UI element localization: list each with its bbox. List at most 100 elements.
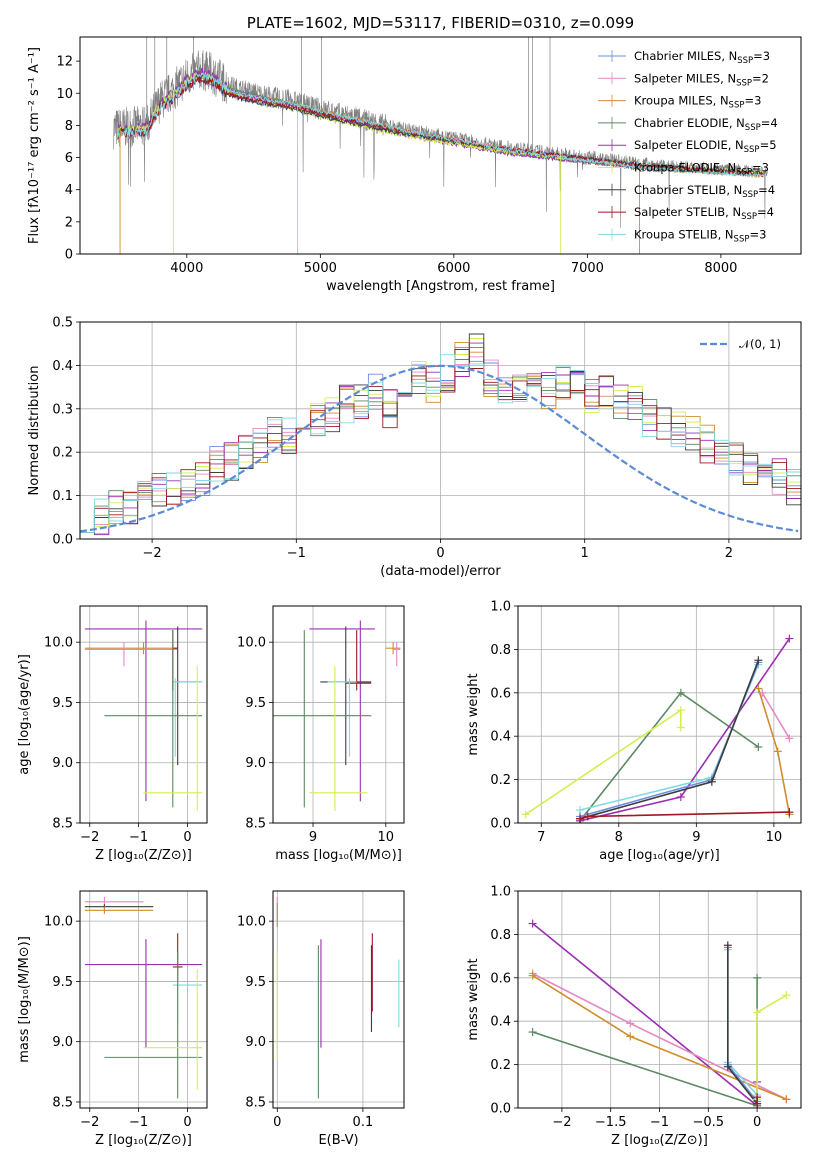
x-tick-label: 7 [537, 830, 545, 845]
x-tick-label: 0 [273, 1115, 281, 1130]
y-tick-label: 10.0 [237, 636, 266, 651]
weight-line-kroupa_elodie [525, 708, 682, 815]
x-tick-label: 10 [766, 830, 783, 845]
y-tick-label: 0.2 [490, 1058, 511, 1073]
weight-line-chabrier_elodie [579, 691, 759, 822]
x-tick-label: 8000 [704, 261, 737, 276]
y-tick-label: 0.0 [490, 817, 511, 832]
histogram-salpeter_elodie [80, 342, 801, 539]
age_vs_Z-axes: −2 −1 0 8.5 9.0 9.5 10.0 Z [log₁₀(Z/Z⊙)] age [lo… [17, 605, 208, 863]
weight-line-kroupa_elodie [756, 994, 787, 1100]
mass_vs_Z-plot [84, 897, 203, 1099]
y-axis-label: mass weight [466, 673, 481, 755]
y-tick-label: 0.2 [490, 773, 511, 788]
y-tick-label: 8.5 [52, 1095, 73, 1110]
y-tick-label: 10 [56, 87, 73, 102]
legend-subscript: SSP [745, 123, 761, 133]
y-tick-label: 9.0 [52, 756, 73, 771]
y-tick-label: 10.0 [44, 915, 73, 930]
legend-subscript: SSP [741, 212, 757, 222]
x-tick-label: 0 [183, 1115, 191, 1130]
legend-value: =2 [752, 71, 769, 85]
legend-label: Salpeter MILES, NSSP=2 [634, 71, 769, 88]
x-tick-label: 2 [725, 546, 733, 561]
y-tick-label: 0.8 [490, 928, 511, 943]
x-tick-label: −1 [287, 546, 306, 561]
y-tick-label: 0.4 [490, 730, 511, 745]
y-tick-label: 12 [56, 55, 73, 70]
age_vs_mass-frame [272, 605, 405, 824]
y-axis-label: mass weight [466, 958, 481, 1040]
y-tick-label: 6 [65, 151, 73, 166]
y-tick-label: 9.5 [245, 696, 266, 711]
mass_vs_ebv-frame [272, 890, 405, 1109]
x-tick-label: 5000 [304, 261, 337, 276]
legend-label: Salpeter STELIB, NSSP=4 [634, 205, 774, 222]
legend-value: =3 [753, 49, 770, 63]
legend-subscript: SSP [737, 56, 753, 66]
legend-label: Salpeter ELODIE, NSSP=5 [634, 138, 777, 155]
x-tick-label: −1 [129, 830, 148, 845]
weight-line-salpeter_miles [761, 692, 791, 739]
legend-value: =4 [761, 116, 778, 130]
x-axis-label: wavelength [Angstrom, rest frame] [326, 279, 555, 294]
x-tick-label: 10 [378, 830, 395, 845]
age_vs_mass-plot [273, 620, 401, 811]
legend-label: Chabrier ELODIE, NSSP=4 [634, 116, 778, 133]
x-tick-label: 4000 [170, 261, 203, 276]
legend-subscript: SSP [736, 78, 752, 88]
x-tick-label: 0 [753, 1115, 761, 1130]
legend-value: =3 [749, 227, 766, 241]
y-axis-label: Flux [fλ10⁻¹⁷ erg cm⁻² s⁻¹ A⁻¹] [27, 47, 42, 244]
legend-value: =3 [752, 161, 769, 175]
legend-value: =3 [744, 94, 761, 108]
x-axis-label: age [log₁₀(age/yr)] [599, 848, 720, 863]
weight-line-salpeter_elodie [532, 922, 758, 1108]
x-tick-label: 0 [436, 546, 444, 561]
legend-label: Kroupa MILES, NSSP=3 [634, 94, 761, 111]
legend-value: =5 [760, 138, 777, 152]
histogram-chabrier_miles [80, 346, 801, 539]
x-tick-label: 9 [692, 830, 700, 845]
histogram-chabrier_elodie [80, 347, 801, 539]
weight_vs_Z-plot [528, 919, 791, 1108]
y-tick-label: 8.5 [245, 817, 266, 832]
legend-label: 𝒩(0, 1) [739, 337, 781, 351]
y-axis-label: mass [log₁₀(M/M⊙)] [17, 936, 32, 1063]
mass_vs_ebv-axes: 0 0.1 8.5 9.0 9.5 10.0 E(B-V) [237, 890, 405, 1148]
x-tick-label: −0.5 [693, 1115, 725, 1130]
histogram-kroupa_stelib [80, 354, 801, 539]
y-tick-label: 10.0 [44, 636, 73, 651]
age_vs_Z-plot [84, 620, 203, 811]
weight_vs_Z-axes: −2 −1.5 −1 −0.5 0 0.0 0.2 0.4 0.6 0.8 1.0 Z [log₁₀(… [466, 885, 802, 1148]
x-axis-label: Z [log₁₀(Z/Z⊙)] [95, 1133, 192, 1148]
weight-line-chabrier_stelib [726, 945, 758, 1105]
legend-value: =4 [758, 183, 775, 197]
y-tick-label: 1.0 [490, 600, 511, 615]
x-tick-label: 0 [183, 830, 191, 845]
legend-label: Chabrier MILES, NSSP=3 [634, 49, 770, 66]
spectrum-plot [113, 37, 768, 254]
legend-subscript: SSP [734, 234, 750, 244]
residuals-plot [80, 333, 801, 539]
y-tick-label: 8.5 [52, 817, 73, 832]
histogram-salpeter_miles [80, 356, 801, 539]
y-tick-label: 0.8 [490, 643, 511, 658]
x-axis-label: mass [log₁₀(M/M⊙)] [275, 848, 402, 863]
weight_vs_age-axes: 7 8 9 10 0.0 0.2 0.4 0.6 0.8 1.0 age [log₁₀(age/yr… [466, 600, 802, 863]
x-tick-label: −1.5 [595, 1115, 627, 1130]
x-tick-label: −2 [143, 546, 162, 561]
y-tick-label: 10.0 [237, 915, 266, 930]
mass_vs_ebv-plot [276, 897, 400, 1099]
y-tick-label: 0.4 [490, 1015, 511, 1030]
y-axis-label: Normed distribution [27, 366, 42, 496]
weight-line-chabrier_stelib [579, 660, 760, 820]
residuals-axes: −2 −1 0 1 2 0.0 0.1 0.2 0.3 0.4 0.5 (data-model)/er… [27, 316, 802, 579]
legend-label: Kroupa STELIB, NSSP=3 [634, 227, 766, 244]
x-axis-label: Z [log₁₀(Z/Z⊙)] [95, 848, 192, 863]
x-tick-label: 0.1 [353, 1115, 374, 1130]
legend-value: =4 [757, 205, 774, 219]
y-tick-label: 8.5 [245, 1095, 266, 1110]
y-tick-label: 0.2 [52, 446, 73, 461]
